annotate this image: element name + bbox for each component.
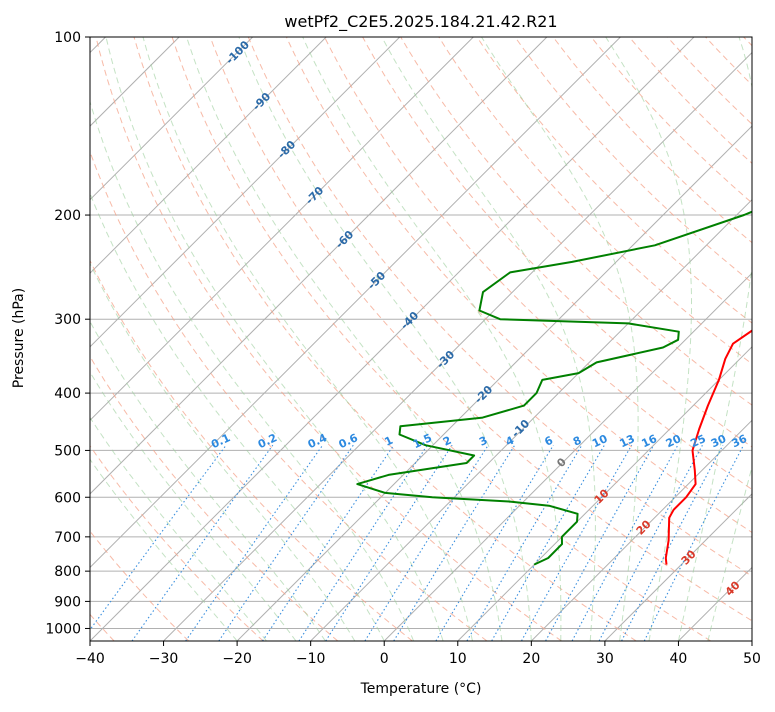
mixing-ratio-line	[644, 445, 743, 641]
x-tick-label: −10	[296, 651, 326, 667]
mixing-ratio-line	[263, 445, 394, 641]
y-tick-label: 300	[54, 312, 81, 328]
mixing-ratio-label: 30	[709, 432, 729, 450]
mixing-ratio-line	[219, 445, 353, 641]
mixing-ratio-line	[186, 445, 323, 641]
moist-adiabat-label: -30	[434, 348, 457, 371]
mixing-ratio-label: 0.4	[306, 431, 329, 451]
x-tick-label: −40	[75, 651, 105, 667]
mixing-ratio-label: 13	[617, 432, 636, 450]
dry-adiabat-line	[0, 37, 263, 641]
x-tick-label: 10	[449, 651, 467, 667]
y-tick-label: 100	[54, 30, 81, 46]
y-tick-label: 200	[54, 208, 81, 224]
isotherm-line	[458, 37, 775, 641]
x-tick-label: 30	[596, 651, 614, 667]
mixing-ratio-label: 3	[477, 434, 489, 449]
x-tick-label: 0	[380, 651, 389, 667]
isotherm-line	[0, 37, 473, 641]
plot-frame	[90, 37, 752, 641]
mixing-ratio-line	[394, 445, 515, 641]
dry-adiabat-line	[553, 37, 775, 641]
moist-adiabat-line	[46, 37, 384, 641]
dry-adiabat-line	[667, 37, 775, 641]
x-tick-label: −30	[149, 651, 179, 667]
isotherm-line	[678, 37, 775, 641]
y-tick-label: 800	[54, 564, 81, 580]
moist-adiabat-label: -10	[509, 417, 532, 440]
isotherm-line	[164, 37, 768, 641]
moist-adiabat-line	[22, 37, 355, 641]
profile-series-2	[357, 37, 775, 565]
moist-adiabat-label: 0	[554, 455, 569, 470]
mixing-ratio-label: 8	[571, 434, 583, 449]
x-tick-label: 20	[522, 651, 540, 667]
moist-adiabat-label: 40	[723, 578, 743, 598]
isotherm-line	[752, 37, 775, 641]
isotherm-line	[90, 37, 694, 641]
mixing-ratio-label: 16	[640, 432, 660, 450]
y-axis-label: Pressure (hPa)	[11, 288, 27, 388]
mixing-ratio-label: 36	[730, 432, 750, 450]
mixing-ratio-label: 1	[383, 434, 395, 449]
y-tick-label: 500	[54, 443, 81, 459]
moist-adiabat-line	[143, 37, 473, 641]
moist-adiabat-line	[239, 37, 531, 641]
dry-adiabat-line	[134, 37, 636, 641]
moist-adiabat-line	[382, 37, 596, 641]
dry-adiabat-line	[58, 37, 487, 641]
dry-adiabat-line	[591, 37, 775, 641]
dry-adiabat-line	[286, 37, 775, 641]
mixing-ratio-line	[522, 445, 632, 641]
dry-adiabat-line	[0, 37, 338, 641]
mixing-ratio-line	[82, 445, 226, 641]
mixing-ratio-line	[572, 445, 678, 641]
dry-adiabat-line	[629, 37, 775, 641]
mixing-ratio-line	[467, 445, 582, 641]
profile-series-1	[666, 37, 775, 565]
mixing-ratio-label: 0.1	[209, 431, 232, 451]
mixing-ratio-label: 25	[688, 432, 707, 450]
isotherm-line	[0, 37, 400, 641]
x-tick-label: 50	[743, 651, 761, 667]
mixing-ratio-line	[599, 445, 702, 641]
y-tick-label: 700	[54, 530, 81, 546]
x-axis-label: Temperature (°C)	[360, 681, 482, 697]
mixing-ratio-line	[436, 445, 554, 641]
isotherm-line	[16, 37, 620, 641]
x-tick-label: 40	[670, 651, 688, 667]
y-tick-label: 400	[54, 386, 81, 402]
moist-adiabat-line	[303, 37, 561, 641]
dry-adiabat-line	[515, 37, 775, 641]
profile-lines	[357, 37, 775, 565]
y-tick-label: 1000	[45, 621, 81, 637]
y-tick-label: 600	[54, 490, 81, 506]
dry-adiabat-line	[744, 37, 775, 641]
y-tick-label: 900	[54, 594, 81, 610]
moist-adiabat-line	[187, 37, 502, 641]
dry-adiabat-line	[20, 37, 413, 641]
isotherm-line	[0, 37, 326, 641]
plot-lines	[0, 37, 775, 641]
isotherm-line	[0, 37, 253, 641]
mixing-ratio-line	[365, 445, 488, 641]
mixing-ratio-label: 0.2	[256, 431, 279, 451]
mixing-ratio-label: 20	[664, 432, 684, 450]
x-tick-label: −20	[222, 651, 252, 667]
mixing-ratio-label: 10	[590, 432, 610, 450]
dry-adiabat-line	[0, 37, 189, 641]
chart-title: wetPf2_C2E5.2025.184.21.42.R21	[284, 12, 557, 32]
moist-adiabat-line	[0, 37, 237, 641]
mixing-ratio-label: 6	[542, 434, 555, 449]
moist-adiabat-line	[74, 37, 413, 641]
